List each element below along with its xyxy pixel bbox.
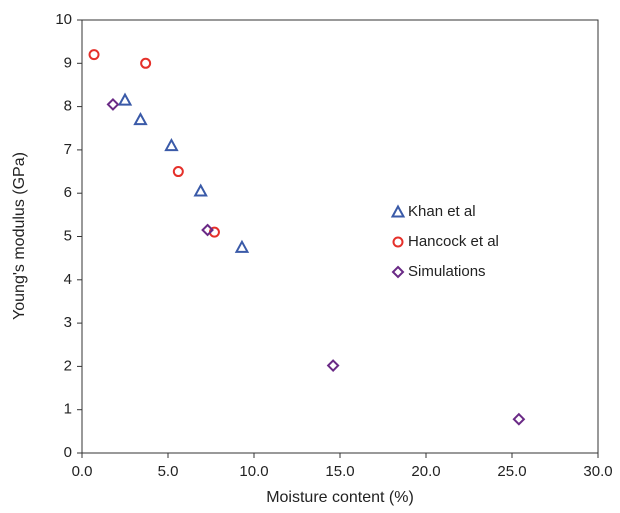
y-tick-label: 3 <box>64 314 72 331</box>
point <box>140 57 152 69</box>
point <box>106 98 120 111</box>
point <box>88 49 100 61</box>
y-tick-label: 5 <box>64 227 72 244</box>
point <box>201 223 214 237</box>
point <box>117 92 133 106</box>
point <box>234 239 250 253</box>
y-tick-label: 10 <box>55 11 72 28</box>
x-tick-label: 25.0 <box>497 463 526 480</box>
marker-triangle <box>390 204 406 218</box>
x-tick-label: 5.0 <box>158 463 179 480</box>
y-tick-label: 1 <box>64 401 72 418</box>
plot-frame <box>81 19 599 454</box>
point <box>164 137 179 152</box>
marker-circle <box>392 236 404 248</box>
y-tick-label: 6 <box>64 184 72 201</box>
legend-label: Simulations <box>408 263 486 280</box>
y-tick-label: 7 <box>64 141 72 158</box>
x-tick-label: 0.0 <box>72 463 93 480</box>
x-axis-title: Moisture content (%) <box>266 489 414 506</box>
y-tick-label: 4 <box>64 271 72 288</box>
legend-label: Khan et al <box>408 203 476 220</box>
y-axis-title: Young's modulus (GPa) <box>11 152 28 320</box>
marker-diamond <box>391 265 405 279</box>
x-tick-label: 30.0 <box>583 463 612 480</box>
y-tick-label: 8 <box>64 98 72 115</box>
point <box>512 412 526 426</box>
y-tick-label: 9 <box>64 54 72 71</box>
y-tick-label: 2 <box>64 357 72 374</box>
x-tick-label: 15.0 <box>325 463 354 480</box>
legend-label: Hancock et al <box>408 233 499 250</box>
y-tick-label: 0 <box>64 444 72 461</box>
x-tick-label: 10.0 <box>239 463 268 480</box>
point <box>193 183 208 197</box>
point <box>326 359 340 372</box>
point <box>172 166 184 178</box>
point <box>133 112 148 126</box>
x-tick-label: 20.0 <box>411 463 440 480</box>
